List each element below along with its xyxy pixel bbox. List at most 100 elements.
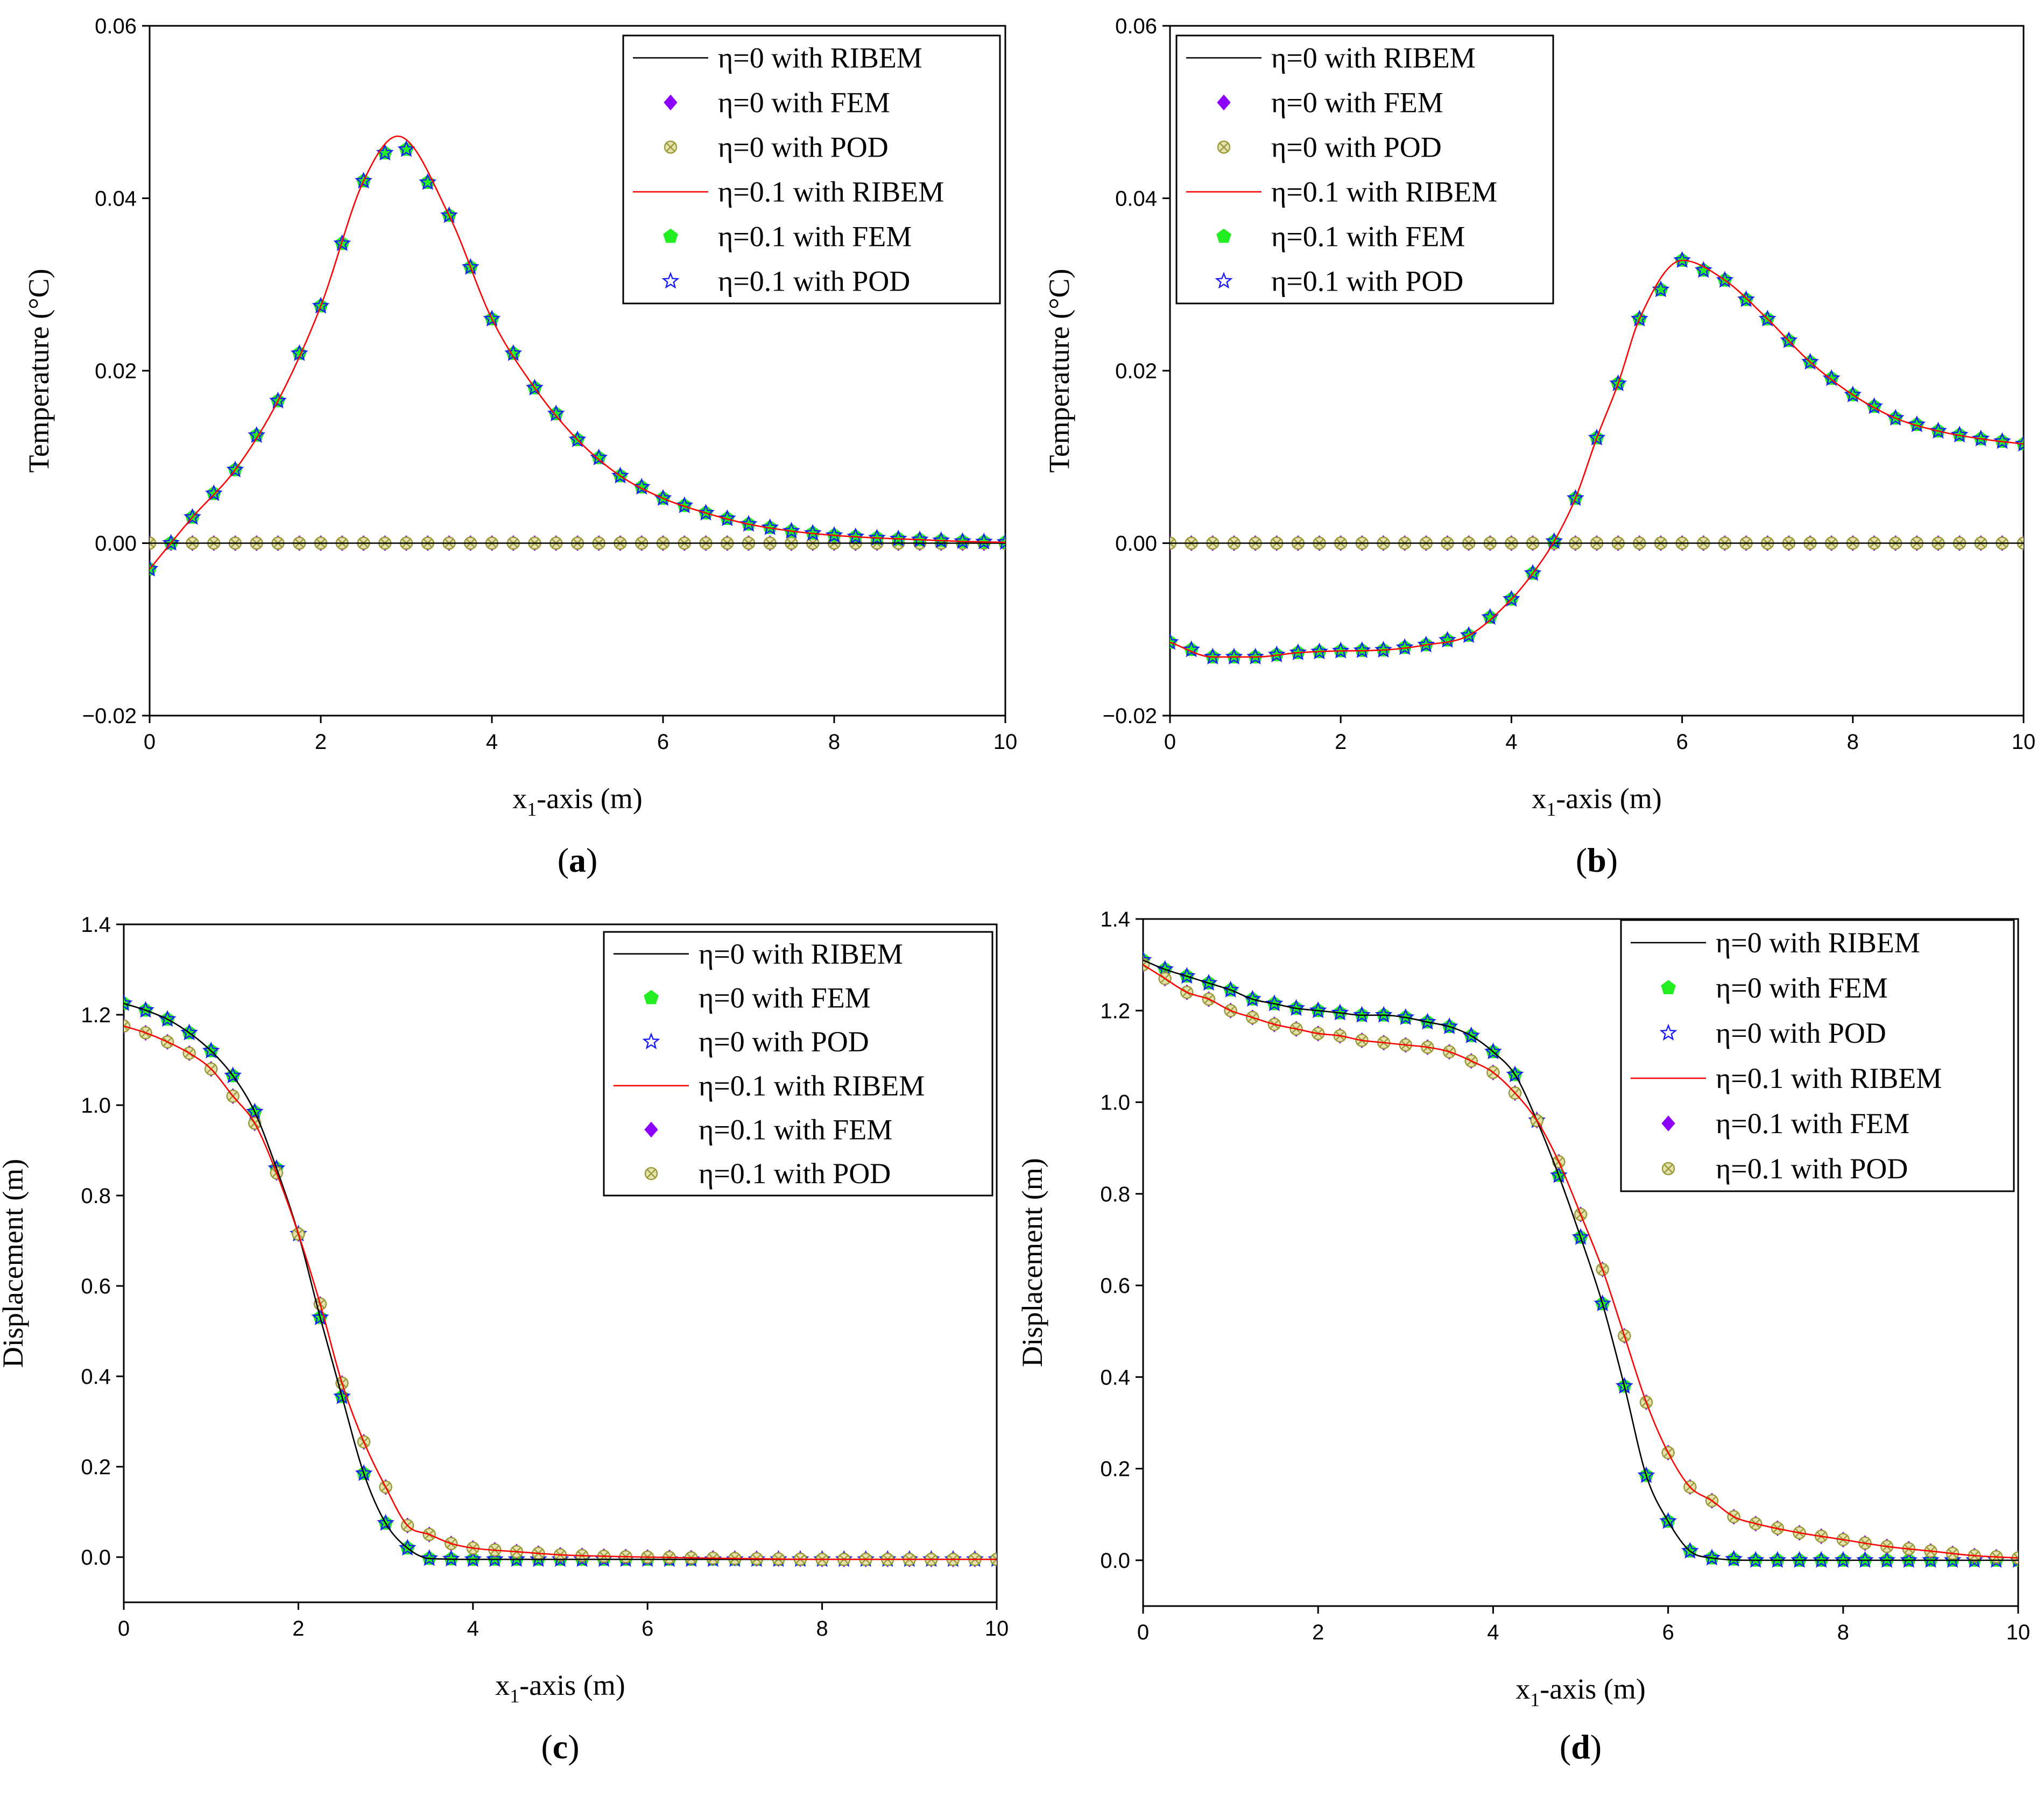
y-tick-label: 0.06	[95, 15, 137, 38]
star-marker	[1972, 429, 1990, 447]
star-marker	[464, 1550, 482, 1567]
star-marker	[1502, 590, 1520, 607]
star-marker	[1331, 641, 1350, 659]
legend-entry: η=0.1 with FEM	[644, 1114, 892, 1146]
y-tick-label: 0.0	[1100, 1549, 1130, 1573]
star-shape	[1395, 638, 1414, 655]
star-shape	[1309, 1001, 1327, 1019]
star-shape	[1331, 1003, 1349, 1021]
legend: η=0 with RIBEM η=0 with FEM η=0 with POD η=…	[622, 34, 1001, 305]
caption-letter: c	[553, 1728, 568, 1766]
plot-area	[1170, 251, 2024, 665]
star-marker	[1178, 967, 1196, 984]
legend-box	[1620, 919, 2015, 1192]
star-shape	[124, 994, 133, 1012]
star-shape	[1943, 1551, 1962, 1568]
star-shape	[1524, 564, 1542, 581]
star-marker	[1203, 647, 1222, 665]
caption-letter: d	[1571, 1728, 1590, 1766]
star-marker	[1267, 645, 1286, 663]
star-shape	[485, 1550, 504, 1567]
star-shape	[1716, 271, 1734, 288]
star-marker	[1170, 633, 1179, 650]
star-marker	[1791, 1551, 1808, 1568]
star-shape	[718, 509, 736, 526]
star-shape	[397, 140, 415, 157]
y-tick-label: 0.6	[1100, 1274, 1130, 1298]
star-shape	[1908, 415, 1926, 433]
x-tick-label: 4	[1487, 1621, 1499, 1644]
star-marker	[485, 1550, 504, 1567]
star-marker	[180, 1023, 199, 1041]
legend-label: η=0.1 with RIBEM	[718, 176, 944, 208]
diamond-marker	[644, 1121, 658, 1138]
star-shape	[642, 1032, 660, 1050]
pentagon-marker	[1216, 228, 1231, 243]
star-marker	[1609, 374, 1627, 392]
legend-label: η=0 with POD	[699, 1026, 869, 1058]
star-marker	[1506, 1065, 1524, 1083]
star-shape	[1267, 645, 1286, 663]
y-tick-label: 0.4	[1100, 1366, 1130, 1389]
legend-box	[1175, 34, 1554, 305]
star-marker	[697, 504, 715, 521]
star-marker	[1681, 1542, 1699, 1559]
star-shape	[2014, 434, 2024, 452]
star-marker	[825, 526, 843, 543]
star-marker	[954, 532, 971, 549]
star-marker	[1594, 1294, 1612, 1312]
cross-marker	[1217, 140, 1231, 154]
star-shape	[508, 1550, 526, 1567]
star-marker	[1950, 426, 1969, 443]
x-axis-title: x1-axis (m)	[1532, 782, 1661, 820]
star-shape	[1673, 251, 1691, 268]
legend-entry: η=0 with POD	[642, 1026, 869, 1058]
star-marker	[1921, 1551, 1940, 1568]
star-marker	[419, 173, 437, 190]
x-tick-label: 6	[642, 1617, 653, 1641]
star-shape	[868, 528, 886, 546]
star-marker	[2014, 434, 2024, 452]
star-marker	[642, 1032, 660, 1050]
star-shape	[440, 206, 458, 223]
y-axis-title: Temperature (°C)	[1043, 268, 1075, 472]
x-tick-label: 0	[144, 730, 156, 754]
star-shape	[355, 1464, 373, 1481]
star-shape	[1609, 374, 1627, 392]
star-shape	[1780, 331, 1798, 348]
y-axis-title: Temperature (°C)	[23, 268, 55, 472]
star-shape	[1993, 432, 2011, 449]
star-shape	[975, 532, 993, 550]
legend-label: η=0.1 with POD	[1271, 265, 1463, 298]
star-shape	[1571, 1228, 1590, 1245]
legend-entry: η=0 with POD	[1217, 131, 1442, 164]
star-shape	[996, 533, 1005, 550]
star-shape	[205, 484, 223, 501]
star-marker	[783, 521, 800, 539]
series-star-main	[1170, 251, 2024, 665]
legend-label: η=0.1 with FEM	[718, 221, 912, 253]
legend-label: η=0 with RIBEM	[1716, 927, 1920, 959]
legend-label: η=0 with RIBEM	[699, 938, 903, 970]
legend-entry: η=0.1 with FEM	[1216, 221, 1465, 253]
star-marker	[1900, 1551, 1918, 1568]
y-tick-label: −0.02	[1103, 704, 1157, 728]
star-shape	[1758, 309, 1777, 327]
panel-caption: (c)	[541, 1728, 579, 1766]
y-tick-label: 1.4	[1100, 908, 1130, 931]
star-marker	[1571, 1228, 1590, 1245]
x-axis-title-main: x	[512, 782, 527, 815]
cross-shape	[150, 538, 154, 548]
star-shape	[312, 296, 330, 314]
star-marker	[1310, 642, 1329, 660]
x-axis-title-subscript: 1	[1530, 1689, 1540, 1710]
star-marker	[1758, 309, 1777, 327]
star-shape	[442, 1550, 460, 1567]
series-line-main	[1170, 259, 2024, 658]
star-shape	[954, 532, 971, 549]
star-marker	[226, 460, 244, 478]
legend-label: η=0 with POD	[1271, 131, 1442, 164]
legend-label: η=0 with RIBEM	[718, 42, 922, 74]
star-shape	[803, 524, 822, 541]
star-marker	[1375, 1006, 1393, 1023]
